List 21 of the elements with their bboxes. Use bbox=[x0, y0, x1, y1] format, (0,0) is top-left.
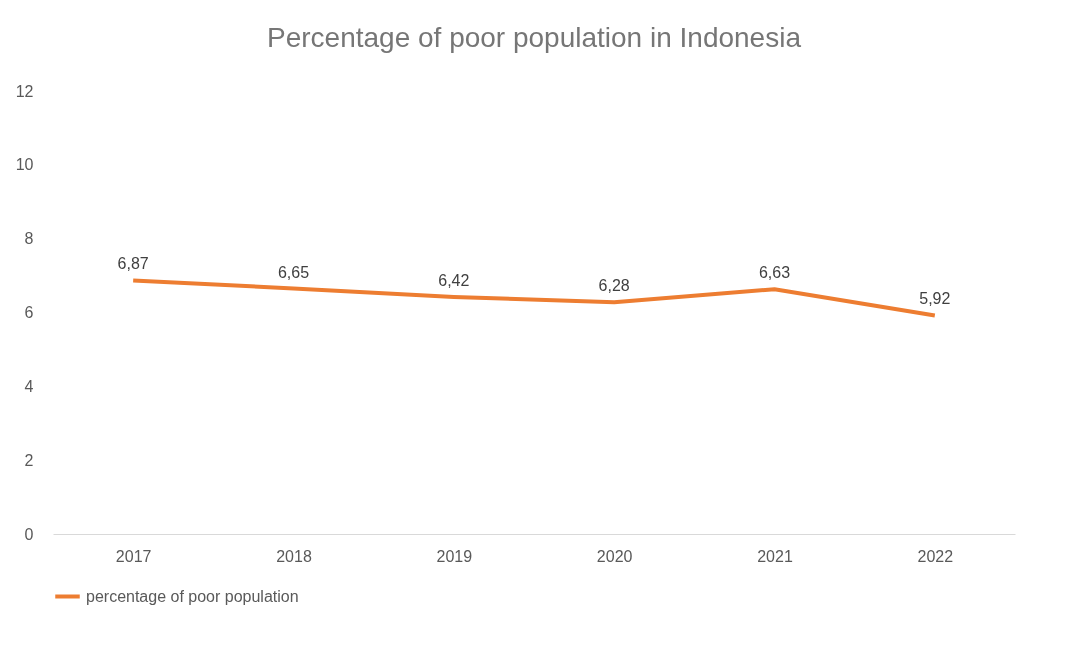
y-tick-label: 2 bbox=[24, 451, 34, 469]
data-label: 6,28 bbox=[598, 277, 630, 295]
data-label: 6,63 bbox=[758, 264, 791, 282]
data-label: 6,87 bbox=[117, 255, 149, 273]
y-tick-label: 10 bbox=[15, 156, 34, 174]
x-tick-label: 2022 bbox=[917, 547, 954, 565]
chart-title: Percentage of poor population in Indonesia bbox=[267, 22, 802, 53]
data-label: 6,65 bbox=[277, 263, 310, 281]
data-label: 5,92 bbox=[919, 290, 951, 308]
y-tick-label: 12 bbox=[15, 82, 34, 100]
y-tick-label: 4 bbox=[24, 377, 34, 395]
x-tick-label: 2019 bbox=[436, 547, 473, 565]
x-tick-label: 2018 bbox=[276, 547, 312, 565]
y-tick-label: 0 bbox=[24, 525, 34, 543]
y-tick-label: 6 bbox=[24, 304, 34, 321]
x-tick-label: 2021 bbox=[757, 547, 793, 565]
legend-label: percentage of poor population bbox=[86, 587, 299, 605]
x-tick-label: 2020 bbox=[596, 547, 633, 565]
x-tick-label: 2017 bbox=[115, 547, 152, 565]
data-label: 6,42 bbox=[438, 271, 470, 289]
y-tick-label: 8 bbox=[24, 230, 34, 248]
